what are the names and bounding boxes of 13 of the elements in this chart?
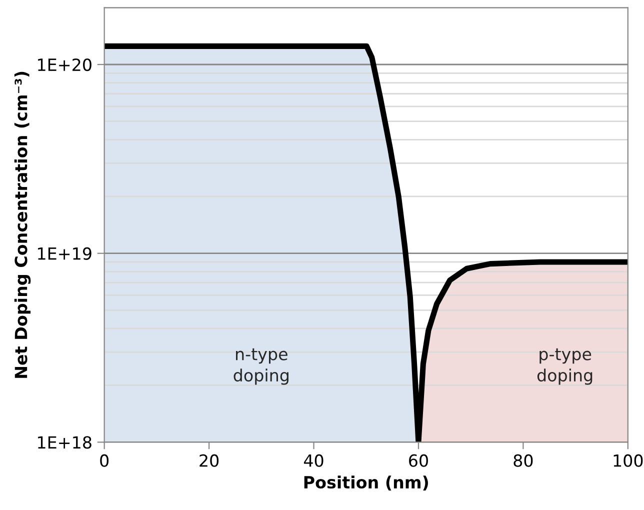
y-axis-title: Net Doping Concentration (cm⁻³) [14,72,31,378]
y-tick-label: 1E+18 [38,436,92,449]
x-tick-label: 80 [514,454,533,467]
x-tick-label: 60 [409,454,428,467]
x-tick-label: 100 [614,454,643,467]
x-tick-label: 40 [304,454,324,467]
y-tick-label: 1E+20 [38,58,92,72]
y-tick-label: 1E+19 [38,247,92,260]
x-axis-title: Position (nm) [304,476,428,491]
annotation: p-type doping [537,348,592,385]
annotation: n-type doping [234,348,288,385]
x-tick-label: 20 [200,454,219,467]
x-tick-label: 0 [100,454,109,467]
